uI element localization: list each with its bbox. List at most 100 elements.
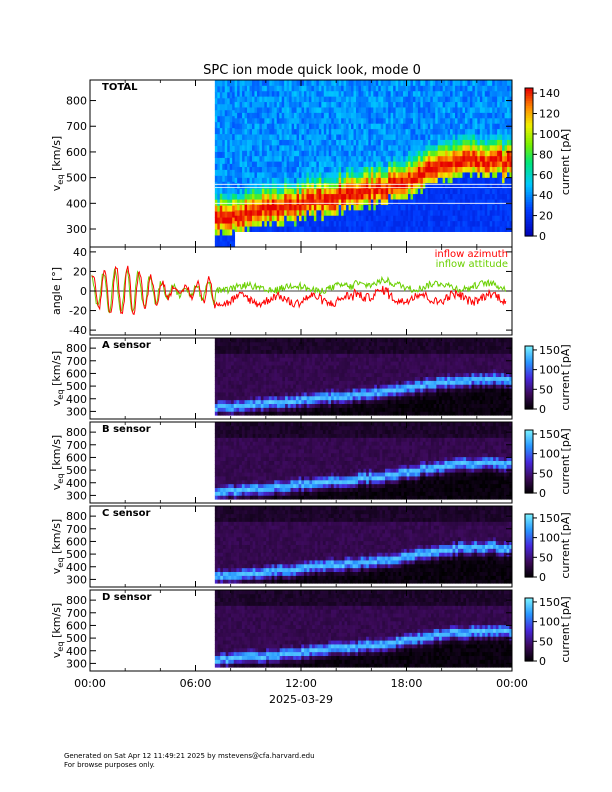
sensor-spectrogram-cell [263,392,267,397]
total-colorbar-tick-label: 20 [539,210,553,223]
sensor-spectrogram-cell [366,376,370,381]
sensor-spectrogram-cell [401,380,405,385]
sensor-spectrogram-cell [268,357,272,362]
total-spectrogram-cell [360,150,364,157]
total-spectrogram-cell [509,188,513,195]
sensor-spectrogram-cell [355,411,359,416]
total-spectrogram-cell [365,117,369,124]
sensor-spectrogram-cell [317,357,321,362]
sensor-spectrogram-cell [255,376,259,381]
sensor-spectrogram-cell [355,372,359,378]
sensor-spectrogram-cell [333,341,337,347]
total-spectrogram-cell [234,112,238,119]
total-spectrogram-cell [482,220,486,227]
sensor-spectrogram-cell [385,345,389,350]
sensor-spectrogram-cell [341,411,345,416]
total-spectrogram-cell [368,161,372,168]
total-spectrogram-cell [370,172,374,178]
total-spectrogram-cell [358,220,362,227]
sensor-spectrogram-cell [282,380,286,385]
total-spectrogram-cell [383,96,387,103]
sensor-spectrogram-cell [344,376,348,381]
sensor-spectrogram-cell [244,349,248,354]
total-spectrogram-cell [284,172,288,178]
total-spectrogram-cell [299,101,302,108]
sensor-spectrogram-cell [374,361,378,366]
total-spectrogram-cell [445,177,449,184]
total-spectrogram-cell [407,166,411,173]
total-spectrogram-cell [410,80,414,86]
total-spectrogram-cell [301,123,305,130]
sensor-spectrogram-cell [260,380,264,385]
total-spectrogram-cell [214,127,218,135]
total-spectrogram-cell [227,91,231,99]
sensor-spectrogram-cell [266,345,270,350]
sensor-spectrogram-cell [401,392,405,397]
total-spectrogram-cell [499,172,503,178]
total-spectrogram-cell [296,209,300,216]
total-spectrogram-cell [254,215,258,222]
sensor-spectrogram-cell [225,399,229,405]
sensor-spectrogram-cell [352,407,356,412]
sensor-spectrogram-cell [268,384,272,389]
total-spectrogram-cell [422,150,426,157]
total-spectrogram-cell [224,187,228,194]
total-spectrogram-cell [469,90,473,97]
total-spectrogram-cell [301,215,305,222]
total-spectrogram-cell [254,85,258,92]
sensor-spectrogram-cell [228,361,232,366]
total-spectrogram-cell [217,217,221,224]
total-spectrogram-cell [346,172,349,178]
sensor-spectrogram-cell [403,395,408,401]
total-spectrogram-cell [363,150,367,157]
total-spectrogram-cell [217,133,221,141]
sensor-spectrogram-cell [276,403,281,408]
total-spectrogram-cell [422,188,426,195]
total-spectrogram-cell [274,123,278,130]
total-spectrogram-cell [289,226,293,232]
sensor-spectrogram-cell [374,345,378,350]
total-spectrogram-cell [276,209,280,216]
total-spectrogram-cell [469,172,473,178]
total-spectrogram-cell [432,182,436,189]
total-spectrogram-cell [440,117,444,124]
sensor-spectrogram-cell [317,345,321,350]
sensor-spectrogram-cell [217,341,221,347]
total-spectrogram-cell [321,123,325,130]
total-spectrogram-cell [469,215,473,222]
total-spectrogram-cell [509,177,513,184]
total-spectrogram-cell [479,166,483,173]
total-spectrogram-cell [442,220,446,227]
total-spectrogram-cell [291,112,295,119]
total-spectrogram-cell [276,85,280,92]
total-spectrogram-cell [363,188,367,195]
total-spectrogram-cell [274,96,278,103]
total-spectrogram-cell [214,80,218,87]
total-spectrogram-cell [469,155,473,162]
total-spectrogram-cell [427,188,431,195]
total-spectrogram-cell [301,209,305,216]
total-spectrogram-cell [509,117,513,124]
angle-y-tick-label: -40 [69,324,87,337]
sensor-spectrogram-cell [385,341,389,347]
total-spectrogram-cell [504,188,508,195]
sensor-spectrogram-cell [279,338,283,343]
total-spectrogram-cell [289,161,293,168]
total-spectrogram-cell [217,97,221,105]
total-spectrogram-cell [289,155,293,162]
total-spectrogram-cell [289,85,293,92]
sensor-spectrogram-cell [352,349,356,354]
total-spectrogram-cell [316,144,320,151]
total-spectrogram-cell [420,134,424,140]
total-spectrogram-cell [437,161,441,168]
total-spectrogram-cell [360,134,364,140]
total-spectrogram-cell [355,96,359,103]
total-spectrogram-cell [415,90,419,97]
total-spectrogram-cell [407,96,411,103]
sensor-spectrogram-cell [349,345,354,350]
total-spectrogram-cell [338,144,342,151]
sensor-spectrogram-cell [228,407,232,412]
total-spectrogram-cell [370,80,374,86]
sensor-spectrogram-cell [263,357,267,362]
total-spectrogram-cell [219,229,223,236]
